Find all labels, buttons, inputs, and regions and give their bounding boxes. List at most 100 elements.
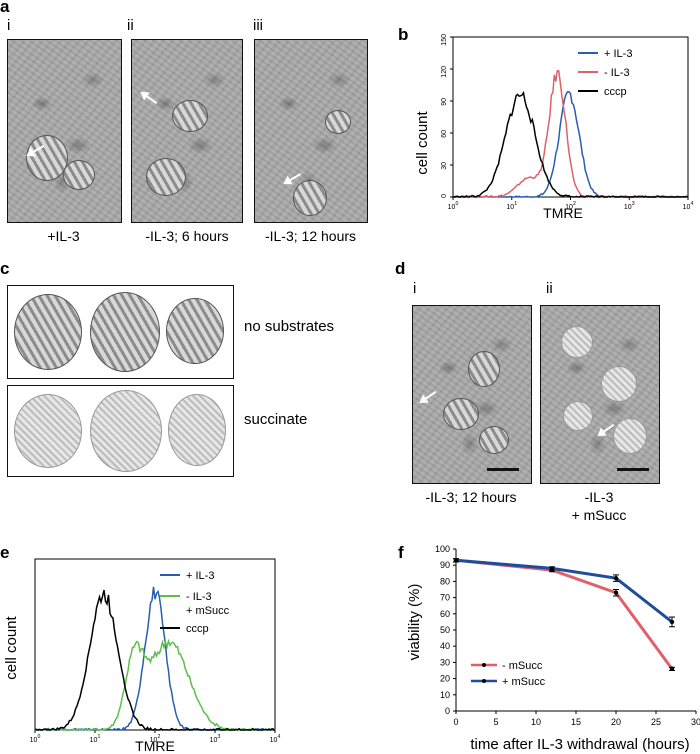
series-line-1 (455, 558, 673, 624)
data-point (669, 619, 675, 625)
y-tick-label: 90 (440, 560, 450, 570)
panel-b-label: b (398, 25, 409, 44)
x-tick-label: 100 (30, 734, 41, 744)
scale-bar (617, 468, 649, 471)
panel-d-ii-caption-line2: + mSucc (571, 507, 627, 523)
y-tick-label: 60 (441, 130, 448, 138)
x-tick-label: 25 (651, 717, 661, 727)
panel-a-iii-caption: -IL-3; 12 hours (264, 228, 357, 244)
legend-label: + mSucc (186, 605, 230, 617)
x-tick-label: 104 (683, 201, 694, 211)
chart-f-ylabel: viability (%) (406, 584, 423, 661)
scale-bar (487, 468, 519, 471)
data-point (453, 558, 459, 563)
y-tick-label: 70 (440, 593, 450, 603)
panel-d-i-caption: -IL-3; 12 hours (425, 489, 517, 505)
y-tick-label: 30 (441, 162, 448, 170)
panel-a-ii-label: ii (127, 17, 134, 34)
y-tick-label: 60 (440, 609, 450, 619)
mitochondrion-image (166, 298, 224, 364)
chart-f: viability (%) 0 10 20 30 40 50 60 70 80 90 100 0 5 1… (406, 544, 700, 753)
chart-b-frame (452, 36, 689, 198)
panel-a-ii-caption: -IL-3; 6 hours (145, 228, 229, 244)
y-tick-label: 0 (445, 706, 450, 716)
series-line-1 (34, 638, 276, 732)
legend-label: - IL-3 (604, 67, 630, 79)
em-image-a-ii (131, 39, 243, 223)
row-label-succinate: succinate (244, 411, 308, 428)
y-tick-label: 20 (440, 674, 450, 684)
legend-label: + IL-3 (604, 48, 632, 60)
data-point (613, 590, 619, 595)
x-tick-label: 101 (90, 734, 101, 744)
x-tick-label: 104 (270, 734, 281, 744)
data-point (669, 666, 675, 672)
em-row-succinate (7, 385, 234, 477)
x-tick-label: 10 (531, 717, 541, 727)
legend-label: + IL-3 (186, 570, 214, 582)
legend-label: - IL-3 (186, 591, 212, 603)
panel-a-i-caption: +IL-3 (47, 228, 80, 244)
x-tick-label: 103 (624, 201, 635, 211)
y-tick-label: 40 (440, 641, 450, 651)
series-line-1 (453, 69, 688, 198)
panel-d-label: d (395, 259, 406, 278)
panel-a-iii-label: iii (253, 17, 263, 34)
y-tick-label: 10 (440, 690, 450, 700)
x-tick-label: 102 (150, 734, 161, 744)
y-tick-label: 50 (440, 625, 450, 635)
x-tick-label: 102 (565, 201, 576, 211)
em-image-a-iii (254, 39, 368, 223)
chart-e: cell count 100 101 102 103 104 + IL-3 - IL-3 +… (3, 558, 281, 754)
x-tick-label: 103 (210, 734, 221, 744)
x-tick-label: 5 (493, 717, 498, 727)
y-tick-label: 100 (435, 544, 450, 554)
chart-b-ylabel: cell count (414, 110, 431, 174)
x-tick-label: 100 (448, 201, 459, 211)
panel-a-label: a (0, 0, 10, 16)
panel-a-i-label: i (7, 17, 11, 34)
x-tick-label: 20 (611, 717, 621, 727)
legend-label: cccp (604, 86, 627, 98)
em-row-no-substrates (7, 285, 234, 379)
chart-e-xlabel: TMRE (135, 738, 175, 754)
chart-b-xlabel: TMRE (543, 205, 583, 221)
legend-marker (482, 679, 486, 683)
legend-label: + mSucc (502, 676, 546, 688)
chart-e-ylabel: cell count (3, 615, 20, 679)
series-line-2 (34, 589, 275, 732)
y-tick-label: 90 (441, 98, 448, 106)
y-tick-label: 150 (441, 34, 448, 46)
mitochondrion-image (90, 390, 162, 472)
panel-d-ii-label: ii (546, 280, 553, 297)
legend-label: cccp (186, 623, 209, 635)
series-line-2 (452, 90, 689, 198)
series-line-0 (452, 91, 689, 198)
legend-marker (482, 663, 486, 667)
panel-d-i-label: i (413, 280, 417, 297)
chart-e-frame (34, 558, 276, 731)
y-tick-label: 80 (440, 576, 450, 586)
mitochondrion-image (90, 292, 160, 372)
x-tick-label: 101 (506, 201, 517, 211)
x-tick-label: 15 (571, 717, 581, 727)
em-image-d-i (412, 305, 532, 484)
y-tick-label: 0 (441, 194, 448, 198)
y-tick-label: 120 (441, 66, 448, 78)
chart-f-xlabel: time after IL-3 withdrawal (hours) (470, 736, 689, 753)
mitochondrion-image (14, 294, 82, 370)
mitochondrion-image (14, 394, 82, 468)
legend-label: - mSucc (502, 660, 543, 672)
panel-e-label: e (0, 543, 10, 562)
em-image-d-ii (540, 305, 660, 484)
chart-b: cell count 0 30 60 90 120 150 100 101 102 103 104… (414, 34, 694, 221)
em-image-a-i (7, 39, 122, 223)
panel-f-label: f (398, 543, 404, 562)
x-tick-label: 0 (453, 717, 458, 727)
series-line-0 (34, 586, 276, 731)
panel-c-label: c (0, 259, 10, 278)
data-point (549, 566, 555, 571)
y-tick-label: 30 (440, 657, 450, 667)
data-point (613, 575, 619, 581)
row-label-no-substrates: no substrates (244, 318, 335, 335)
